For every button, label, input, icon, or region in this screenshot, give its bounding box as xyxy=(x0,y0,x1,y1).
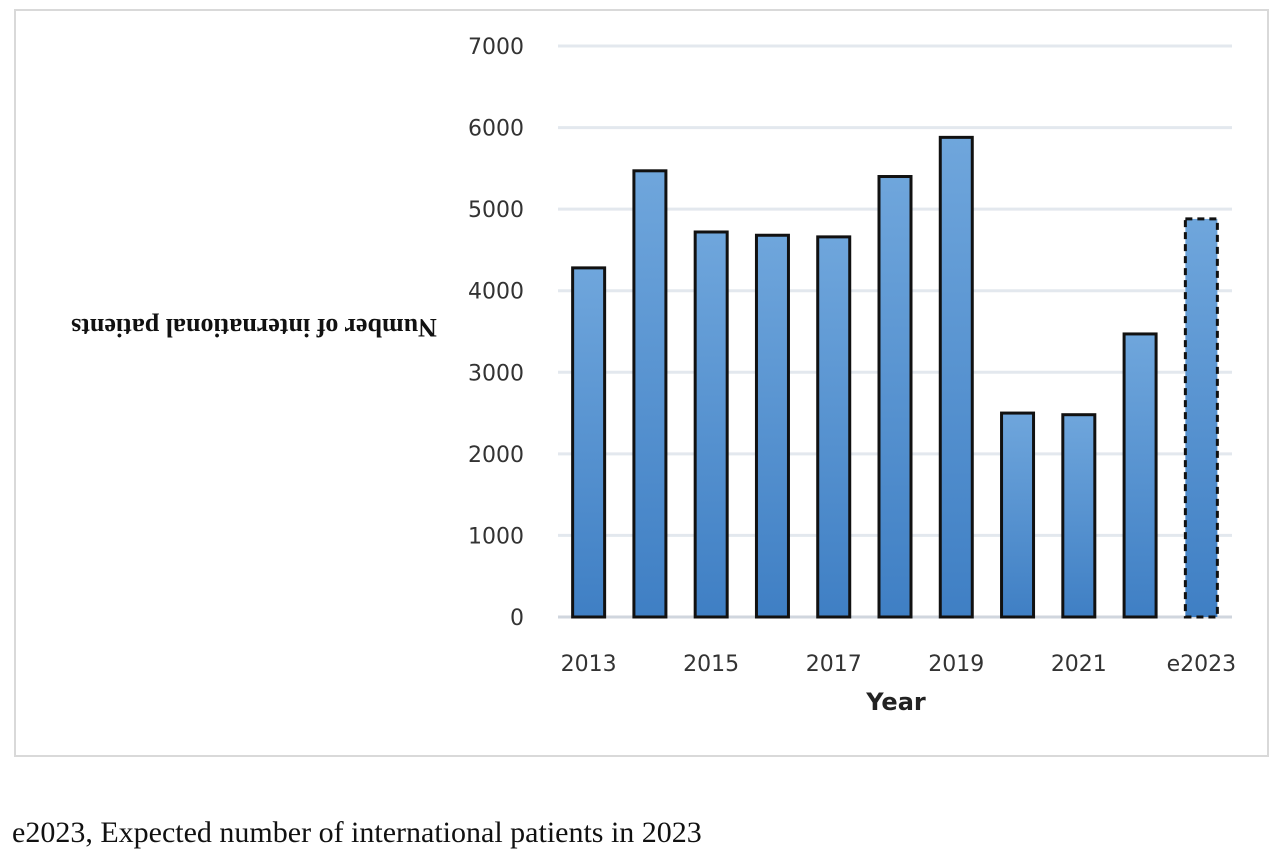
y-tick-label: 6000 xyxy=(468,117,524,142)
bar-2015 xyxy=(693,230,729,619)
y-axis-title: Number of international patients xyxy=(71,313,437,342)
x-tick-label: 2013 xyxy=(561,652,617,677)
x-axis-title: Year xyxy=(865,688,926,716)
bar-2017 xyxy=(816,235,852,619)
y-axis-ticks: 0 1000 2000 3000 4000 5000 6000 7000 xyxy=(468,35,524,631)
bar-e2023 xyxy=(1183,217,1219,619)
bar-2018 xyxy=(877,175,913,619)
y-tick-label: 3000 xyxy=(468,361,524,386)
x-tick-label: e2023 xyxy=(1167,652,1237,677)
bars xyxy=(571,135,1219,619)
y-tick-label: 2000 xyxy=(468,443,524,468)
x-tick-label: 2021 xyxy=(1051,652,1107,677)
x-tick-label: 2017 xyxy=(806,652,862,677)
y-tick-label: 1000 xyxy=(468,524,524,549)
bar-2020 xyxy=(1000,411,1036,619)
figure-caption: e2023, Expected number of international … xyxy=(12,816,702,849)
y-tick-label: 0 xyxy=(510,606,524,631)
x-axis-ticks: 2013 2015 2017 2019 2021 e2023 xyxy=(561,652,1236,677)
bar-2016 xyxy=(754,233,790,619)
bar-2013 xyxy=(571,266,607,619)
y-tick-label: 4000 xyxy=(468,280,524,305)
bar-2022 xyxy=(1122,332,1158,619)
bar-2019 xyxy=(938,135,974,619)
x-tick-label: 2019 xyxy=(928,652,984,677)
x-tick-label: 2015 xyxy=(683,652,739,677)
bar-2014 xyxy=(632,169,668,619)
bar-2021 xyxy=(1061,413,1097,619)
y-tick-label: 5000 xyxy=(468,198,524,223)
y-tick-label: 7000 xyxy=(468,35,524,60)
